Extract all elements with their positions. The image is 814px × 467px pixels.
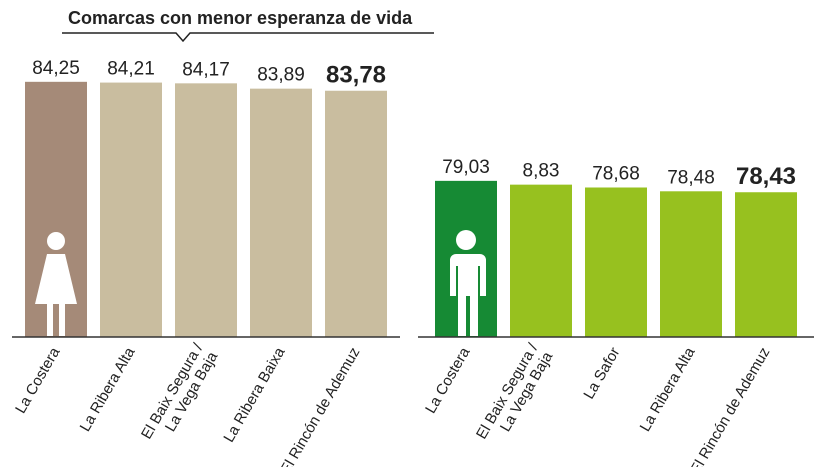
bar bbox=[100, 82, 162, 338]
value-label: 79,03 bbox=[442, 157, 490, 178]
value-label: 78,48 bbox=[667, 167, 715, 188]
x-tick-label: La Ribera Alta bbox=[637, 344, 699, 435]
x-tick-label: El Rincón de Ademuz bbox=[277, 345, 363, 467]
value-label: 78,68 bbox=[592, 163, 640, 184]
bar bbox=[325, 90, 387, 337]
bar bbox=[735, 192, 797, 337]
value-label: 83,78 bbox=[326, 62, 386, 89]
value-label: 84,25 bbox=[32, 58, 80, 79]
man-icon bbox=[450, 230, 486, 336]
bar bbox=[510, 184, 572, 337]
bar bbox=[585, 187, 647, 337]
chart-title: Comarcas con menor esperanza de vida bbox=[68, 8, 413, 28]
title-underline bbox=[62, 32, 434, 43]
woman-icon bbox=[35, 232, 77, 336]
x-tick-label: La Costera bbox=[12, 344, 64, 417]
value-label: 8,83 bbox=[523, 161, 560, 182]
x-tick-label: El Baix Segura /La Vega Baja bbox=[138, 340, 222, 451]
value-label: 84,21 bbox=[107, 59, 155, 80]
x-tick-label: El Baix Segura /La Vega Baja bbox=[473, 340, 557, 451]
bar bbox=[175, 83, 237, 337]
value-label: 83,89 bbox=[257, 65, 305, 86]
bar bbox=[250, 88, 312, 338]
value-label: 84,17 bbox=[182, 59, 230, 80]
value-label: 78,43 bbox=[736, 163, 796, 190]
x-tick-label: La Costera bbox=[422, 344, 474, 417]
bars: 84,25 La Costera 84,21 La Ribera Alta 84,17 E… bbox=[12, 58, 797, 467]
x-tick-label: El Rincón de Ademuz bbox=[687, 345, 773, 467]
x-tick-label: La Ribera Baixa bbox=[220, 344, 288, 445]
x-tick-label: La Safor bbox=[580, 345, 623, 403]
bar bbox=[660, 191, 722, 337]
x-tick-label: La Ribera Alta bbox=[77, 344, 139, 435]
